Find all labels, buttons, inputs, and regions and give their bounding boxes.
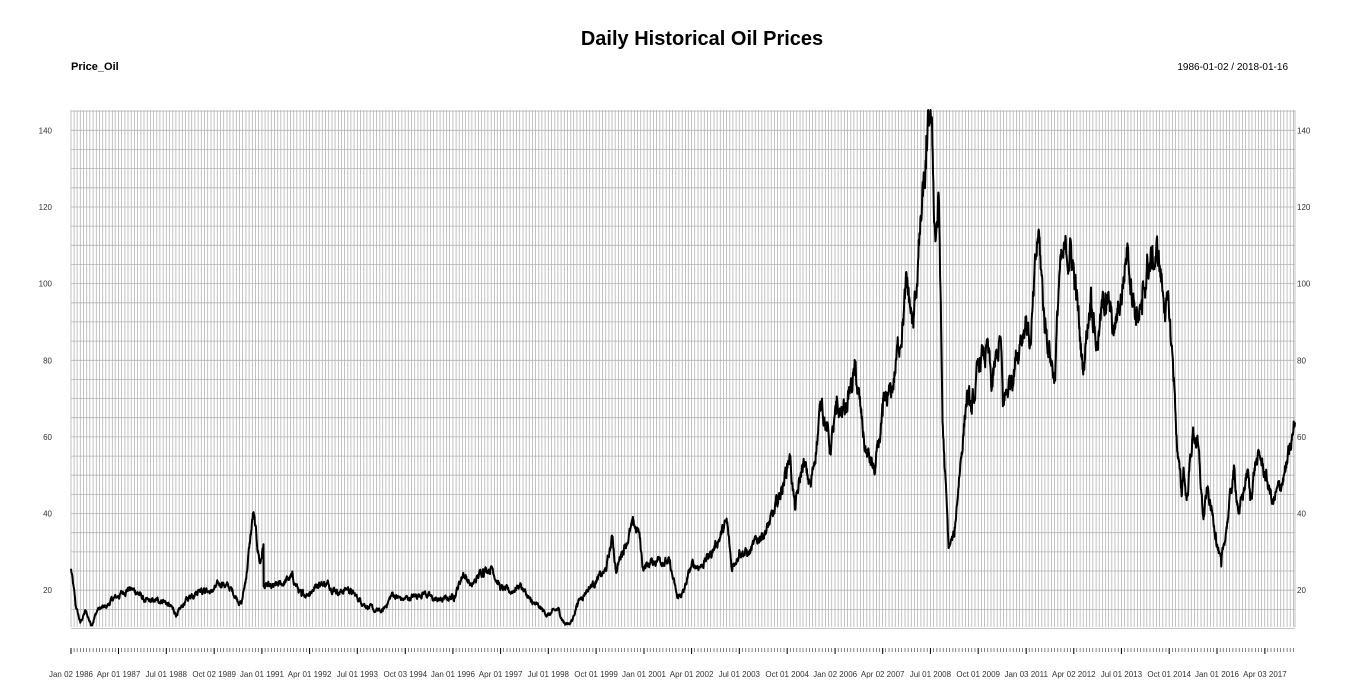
x-tick-label: Oct 03 1994 xyxy=(384,670,428,679)
axes: 20 20 40 40 60 60 80 80 100 100 120 120 140 140 Jan 02… xyxy=(39,126,1311,679)
x-tick-label: Jan 02 1986 xyxy=(49,670,94,679)
x-tick-label: Jan 03 2011 xyxy=(1004,670,1048,679)
x-tick-label: Jul 01 1998 xyxy=(528,670,570,679)
x-tick-label: Apr 01 1997 xyxy=(479,670,523,679)
y-tick-label-left: 120 xyxy=(39,203,53,212)
y-tick-label-left: 40 xyxy=(43,510,52,519)
x-tick-label: Jan 01 1991 xyxy=(240,670,285,679)
price-series xyxy=(70,109,1296,627)
chart-title: Daily Historical Oil Prices xyxy=(580,28,824,50)
x-tick-label: Oct 01 2004 xyxy=(765,670,809,679)
x-tick-label: Oct 02 1989 xyxy=(192,670,236,679)
x-tick-label: Jan 02 2006 xyxy=(813,670,858,679)
y-tick-label-left: 20 xyxy=(43,586,52,595)
series-label: Price_Oil xyxy=(71,61,119,73)
y-tick-label-right: 20 xyxy=(1297,586,1306,595)
y-tick-label-left: 80 xyxy=(43,356,52,365)
x-tick-label: Jul 01 2008 xyxy=(910,670,952,679)
x-tick-label: Apr 01 2002 xyxy=(670,670,714,679)
y-tick-label-right: 140 xyxy=(1297,126,1311,135)
x-tick-label: Apr 01 1987 xyxy=(97,670,141,679)
x-tick-label: Jan 01 1996 xyxy=(431,670,476,679)
x-tick-label: Jul 01 1993 xyxy=(337,670,379,679)
x-tick-label: Apr 03 2017 xyxy=(1243,670,1287,679)
x-tick-label: Jan 01 2016 xyxy=(1195,670,1240,679)
x-tick-label: Oct 01 1999 xyxy=(574,670,618,679)
price-line xyxy=(70,109,1296,627)
x-tick-label: Jul 01 2003 xyxy=(719,670,761,679)
y-tick-label-right: 120 xyxy=(1297,203,1311,212)
grid-lines xyxy=(70,110,1296,629)
y-tick-label-left: 140 xyxy=(39,126,53,135)
y-tick-label-right: 100 xyxy=(1297,280,1311,289)
y-tick-label-left: 60 xyxy=(43,433,52,442)
x-tick-label: Apr 01 1992 xyxy=(288,670,332,679)
y-tick-label-left: 100 xyxy=(39,280,53,289)
date-range-label: 1986-01-02 / 2018-01-16 xyxy=(1177,62,1288,73)
x-tick-label: Apr 02 2012 xyxy=(1052,670,1096,679)
y-tick-label-right: 60 xyxy=(1297,433,1306,442)
x-tick-label: Jul 01 1988 xyxy=(146,670,188,679)
x-tick-label: Oct 01 2014 xyxy=(1147,670,1191,679)
y-tick-label-right: 40 xyxy=(1297,510,1306,519)
x-tick-label: Oct 01 2009 xyxy=(956,670,1000,679)
x-tick-label: Jul 01 2013 xyxy=(1101,670,1143,679)
x-tick-label: Apr 02 2007 xyxy=(861,670,905,679)
x-tick-label: Jan 01 2001 xyxy=(622,670,667,679)
y-tick-label-right: 80 xyxy=(1297,356,1306,365)
